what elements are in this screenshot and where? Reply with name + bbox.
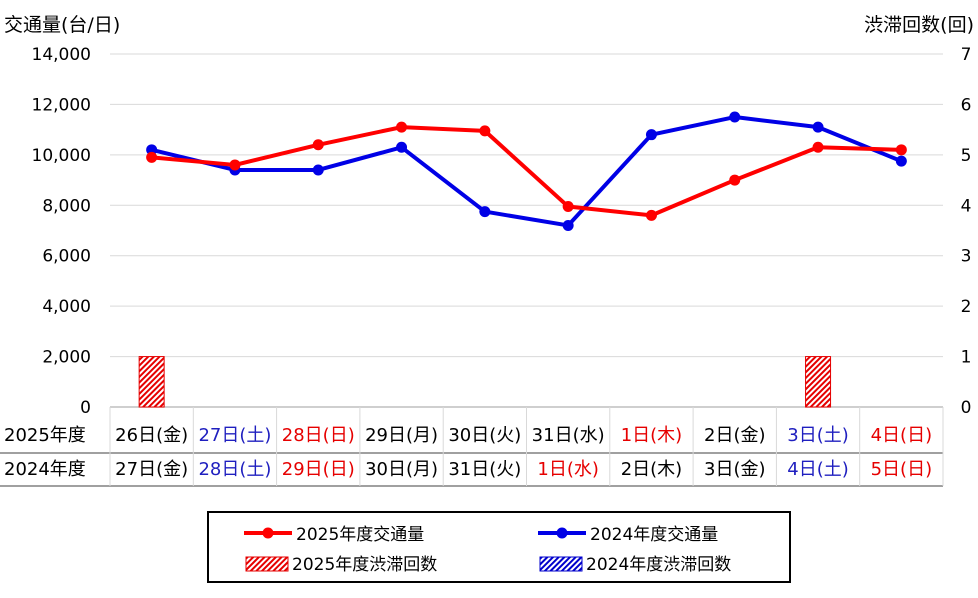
data-point bbox=[645, 129, 657, 141]
data-point bbox=[812, 141, 824, 153]
data-point bbox=[479, 125, 491, 137]
legend-marker-2025 bbox=[262, 527, 274, 539]
legend-swatch-2025-congestion bbox=[245, 556, 289, 572]
row-label: 2024年度 bbox=[4, 459, 86, 480]
y-tick-label: 2,000 bbox=[42, 348, 91, 368]
data-point bbox=[895, 155, 907, 167]
date-cell: 3日(土) bbox=[787, 425, 849, 446]
date-cell: 26日(金) bbox=[115, 425, 188, 446]
date-cell: 28日(土) bbox=[198, 459, 271, 480]
data-point bbox=[812, 121, 824, 133]
data-point bbox=[396, 141, 408, 153]
date-cell: 31日(火) bbox=[448, 459, 521, 480]
left-axis-title: 交通量(台/日) bbox=[4, 14, 120, 36]
y2-tick-label: 0 bbox=[961, 398, 972, 418]
right-axis-ticks: 0 1 2 3 4 5 6 7 bbox=[961, 45, 972, 418]
data-point bbox=[729, 111, 741, 123]
y2-tick-label: 7 bbox=[961, 45, 972, 65]
date-cell: 1日(木) bbox=[621, 425, 683, 446]
y2-tick-label: 3 bbox=[961, 247, 972, 267]
data-point bbox=[895, 144, 907, 156]
date-cell: 27日(土) bbox=[198, 425, 271, 446]
y-tick-label: 0 bbox=[80, 398, 91, 418]
y-tick-label: 10,000 bbox=[32, 146, 91, 166]
data-point bbox=[479, 206, 491, 218]
date-cell: 31日(水) bbox=[532, 425, 605, 446]
data-point bbox=[146, 144, 158, 156]
legend-label-2024-traffic: 2024年度交通量 bbox=[590, 525, 718, 545]
right-axis-title: 渋滞回数(回) bbox=[864, 14, 974, 36]
y-tick-label: 4,000 bbox=[42, 297, 91, 317]
date-cell: 30日(火) bbox=[448, 425, 521, 446]
y-tick-label: 8,000 bbox=[42, 196, 91, 216]
data-point bbox=[396, 121, 408, 133]
left-axis-ticks: 0 2,000 4,000 6,000 8,000 10,000 12,000 14,000 bbox=[32, 45, 91, 418]
legend: 2025年度交通量 2024年度交通量 2025年度渋滞回数 2024年度渋滞回… bbox=[207, 511, 791, 583]
legend-marker-2024 bbox=[556, 527, 568, 539]
y-tick-label: 14,000 bbox=[32, 45, 91, 65]
y2-tick-label: 1 bbox=[961, 348, 972, 368]
y-tick-label: 6,000 bbox=[42, 247, 91, 267]
date-cell: 2日(木) bbox=[621, 459, 683, 480]
data-point bbox=[146, 151, 158, 163]
date-cell: 1日(水) bbox=[537, 459, 599, 480]
congestion-bars bbox=[138, 356, 832, 408]
legend-label-2024-congestion: 2024年度渋滞回数 bbox=[586, 555, 731, 575]
traffic-lines bbox=[146, 111, 907, 231]
series-line bbox=[151, 125, 902, 218]
legend-label-2025-congestion: 2025年度渋滞回数 bbox=[292, 555, 437, 575]
y2-tick-label: 2 bbox=[961, 297, 972, 317]
y2-tick-label: 4 bbox=[961, 196, 972, 216]
y-tick-label: 12,000 bbox=[32, 95, 91, 115]
data-point bbox=[312, 164, 324, 176]
date-cell: 3日(金) bbox=[704, 459, 766, 480]
date-table: 2025年度 26日(金) 27日(土) 28日(日) 29日(月) 30日(火) 31日(… bbox=[0, 407, 944, 487]
date-cell: 5日(日) bbox=[871, 459, 933, 480]
legend-swatch-2024-congestion bbox=[539, 556, 583, 572]
congestion-bar bbox=[138, 356, 165, 408]
data-point bbox=[229, 159, 241, 171]
y2-tick-label: 6 bbox=[961, 95, 972, 115]
data-point bbox=[562, 219, 574, 231]
date-cell: 2日(金) bbox=[704, 425, 766, 446]
legend-box bbox=[207, 511, 791, 583]
date-cell: 29日(日) bbox=[282, 459, 355, 480]
data-point bbox=[729, 174, 741, 186]
data-point bbox=[312, 139, 324, 151]
data-point bbox=[562, 201, 574, 213]
date-cell: 4日(日) bbox=[871, 425, 933, 446]
data-point bbox=[645, 209, 657, 221]
date-cell: 29日(月) bbox=[365, 425, 438, 446]
date-cell: 27日(金) bbox=[115, 459, 188, 480]
date-cell: 30日(月) bbox=[365, 459, 438, 480]
congestion-bar bbox=[805, 356, 832, 408]
series-line bbox=[151, 115, 903, 228]
legend-label-2025-traffic: 2025年度交通量 bbox=[296, 525, 424, 545]
date-cell: 28日(日) bbox=[282, 425, 355, 446]
date-cell: 4日(土) bbox=[787, 459, 849, 480]
row-label: 2025年度 bbox=[4, 425, 86, 446]
y2-tick-label: 5 bbox=[961, 146, 972, 166]
gridlines bbox=[110, 53, 943, 408]
